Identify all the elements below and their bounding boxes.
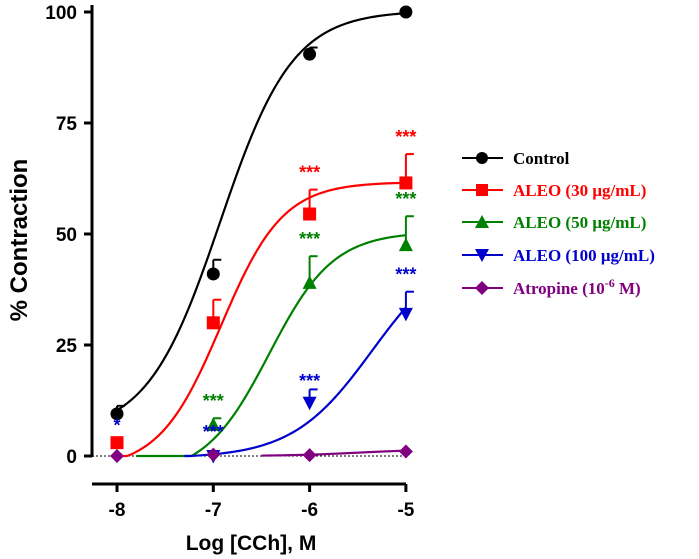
data-point-diamond: [398, 444, 413, 459]
legend-label-aleo100: ALEO (100 μg/mL): [513, 246, 655, 265]
y-tick-label: 100: [45, 3, 77, 24]
fitted-curve-series-4: [261, 449, 406, 457]
significance-labels: *************************: [113, 127, 416, 442]
legend-item-aleo50: ALEO (50 μg/mL): [462, 213, 646, 232]
data-point-diamond: [206, 447, 221, 462]
legend-item-atropine: Atropine (10-6 M): [462, 276, 641, 298]
data-point-square: [303, 207, 317, 221]
data-point-circle: [303, 47, 317, 61]
significance-label: ***: [203, 391, 224, 411]
square-marker-icon: [476, 184, 488, 196]
fitted-curve-series-0: [116, 12, 406, 412]
y-ticks: 0 25 50 75 100: [45, 3, 92, 468]
fitted-curve-series-1: [117, 181, 406, 458]
fitted-curve-series-3: [184, 306, 407, 458]
data-point-triangle-up: [302, 275, 317, 289]
axes: [90, 5, 406, 486]
triangle-up-marker-icon: [475, 215, 489, 228]
x-tick-label: -6: [301, 500, 318, 521]
circle-marker-icon: [476, 152, 488, 164]
y-tick-label: 75: [56, 114, 78, 135]
y-axis-title: % Contraction: [6, 159, 33, 322]
significance-label: ***: [299, 229, 320, 249]
data-point-square: [206, 316, 220, 330]
significance-label: ***: [203, 422, 224, 442]
legend: Control ALEO (30 μg/mL) ALEO (50 μg/mL) …: [462, 149, 655, 298]
data-point-triangle-down: [302, 396, 317, 411]
legend-label-control: Control: [513, 149, 570, 168]
legend-label-aleo30: ALEO (30 μg/mL): [513, 181, 646, 200]
significance-label: ***: [395, 265, 416, 285]
data-point-triangle-up: [398, 237, 413, 252]
y-tick-label: 25: [56, 336, 78, 357]
data-markers: [110, 5, 413, 464]
fitted-curves: [116, 12, 407, 458]
data-point-circle: [399, 5, 413, 19]
data-point-triangle-up: [206, 417, 221, 431]
y-tick-label: 50: [56, 225, 77, 246]
significance-label: *: [113, 416, 120, 436]
legend-item-aleo100: ALEO (100 μg/mL): [462, 246, 655, 265]
data-point-circle: [206, 267, 220, 281]
legend-label-aleo50: ALEO (50 μg/mL): [513, 213, 646, 232]
x-tick-label: -5: [397, 500, 414, 521]
x-axis-title: Log [CCh], M: [186, 532, 317, 555]
triangle-down-marker-icon: [475, 249, 489, 262]
significance-label: ***: [395, 189, 416, 209]
data-point-diamond: [110, 449, 124, 463]
diamond-marker-icon: [475, 281, 489, 295]
legend-item-control: Control: [462, 149, 570, 168]
data-point-square: [110, 436, 124, 450]
x-tick-label: -7: [205, 500, 222, 521]
data-point-circle: [110, 407, 124, 421]
fitted-curve-series-2: [136, 234, 407, 458]
legend-item-aleo30: ALEO (30 μg/mL): [462, 181, 646, 200]
x-ticks: -8 -7 -6 -5: [109, 484, 415, 521]
data-point-triangle-down: [398, 307, 413, 322]
significance-label: ***: [299, 163, 320, 183]
data-point-square: [399, 176, 413, 190]
x-tick-label: -8: [109, 500, 126, 521]
significance-label: ***: [299, 371, 320, 391]
data-point-diamond: [302, 448, 317, 463]
significance-label: ***: [395, 127, 416, 147]
y-tick-label: 0: [66, 447, 77, 468]
legend-label-atropine: Atropine (10-6 M): [513, 276, 641, 298]
